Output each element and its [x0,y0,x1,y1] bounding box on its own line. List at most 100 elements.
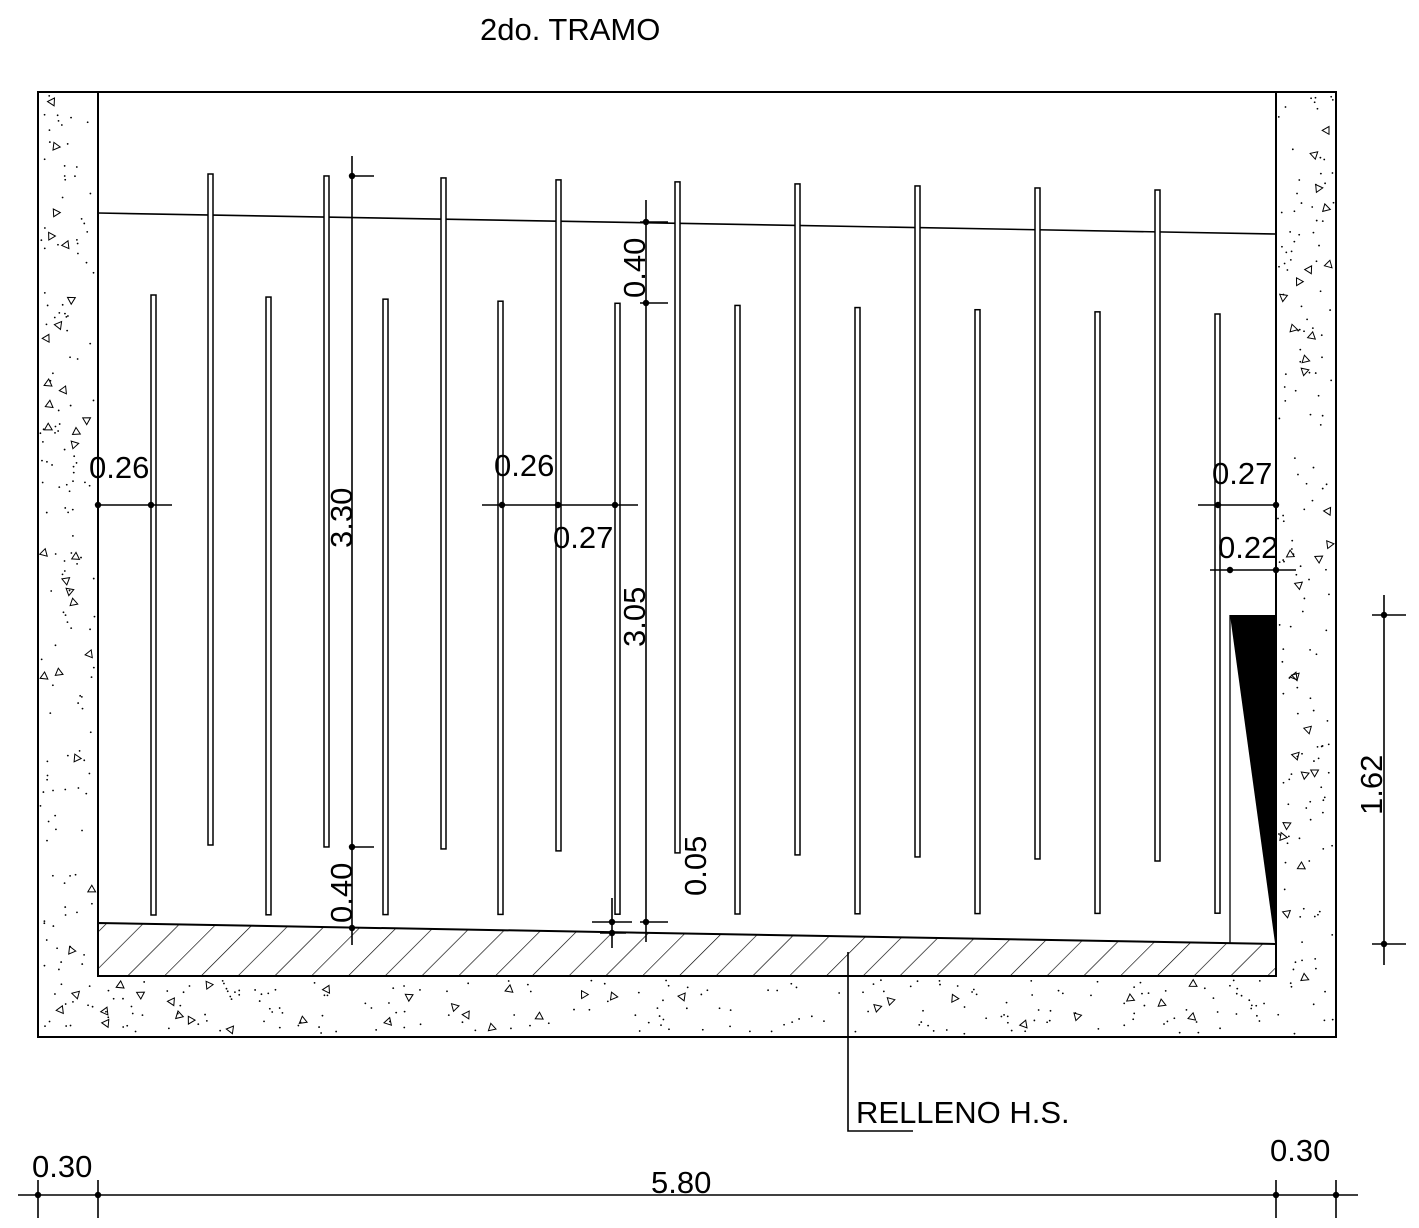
speckle-dot [281,1012,284,1014]
speckle-dot [263,1020,265,1023]
speckle-dot [1203,987,1206,990]
speckle-dot [1293,210,1296,213]
speckle-dot [1229,984,1231,987]
speckle-triangle [43,422,54,431]
dim-top-offset: 0.40 [617,238,652,298]
speckle-triangle [951,993,960,1004]
speckle-triangle [1300,367,1310,377]
speckle-dot [320,1032,323,1034]
speckle-dot [72,480,74,483]
speckle-dot [1320,334,1323,337]
speckle-dot [77,252,79,255]
speckle-dot [1319,290,1322,293]
speckle-dot [1289,231,1292,233]
speckle-dot [45,939,48,941]
speckle-dot [72,1000,74,1003]
speckle-dot [395,1011,398,1014]
speckle-dot [80,556,82,559]
speckle-dot [43,158,46,161]
speckle-dot [40,658,43,661]
speckle-dot [93,615,96,618]
speckle-dot [1315,967,1317,970]
speckle-triangle [1293,581,1304,591]
speckle-dot [141,1014,144,1017]
speckle-dot [1323,1019,1326,1022]
speckle-triangle [174,1010,185,1020]
speckle-dot [1294,961,1297,964]
speckle-dot [74,873,77,876]
speckle-dot [1282,520,1285,523]
speckle-dot [66,754,69,757]
dim-long-slat-height: 3.30 [324,488,359,548]
slat-short [382,298,389,916]
dimension-dot [611,501,619,509]
speckle-triangle [46,97,56,107]
speckle-dot [335,1030,338,1033]
speckle-dot [1123,1002,1126,1005]
dimension-dot [498,501,506,509]
speckle-dot [64,614,67,617]
speckle-triangle [383,1016,393,1026]
speckle-triangle [1018,1019,1028,1029]
speckle-triangle [43,378,53,387]
speckle-triangle [1302,725,1313,735]
speckle-triangle [461,1010,470,1020]
speckle-dot [945,1029,948,1031]
speckle-dot [51,684,54,687]
speckle-triangle [81,417,92,426]
speckle-dot [1235,1013,1238,1015]
speckle-dot [166,990,169,992]
slat-tall [794,183,801,856]
speckle-dot [43,964,46,967]
speckle-triangle [52,141,62,151]
speckle-dot [606,1000,609,1003]
speckle-dot [126,1024,129,1027]
speckle-triangle [1187,1011,1197,1021]
speckle-dot [662,999,664,1002]
speckle-dot [1316,107,1319,110]
dimension-texts: 0.30 5.80 0.30 0.26 0.26 0.27 0.27 0.22 … [32,238,1389,1200]
speckle-dot [507,980,510,982]
speckle-dot [668,1028,670,1031]
speckle-dot [513,1014,516,1016]
speckle-triangle [487,1022,497,1032]
speckle-dot [89,342,92,345]
speckle-dot [922,1009,924,1012]
speckle-dot [1143,1004,1146,1007]
speckle-dot [1284,106,1287,108]
speckle-dot [783,1023,785,1026]
end-wedge [1229,615,1275,943]
speckle-dot [823,1020,825,1023]
speckle-dot [1321,356,1323,359]
speckle-dot [92,577,95,580]
speckle-triangle [404,993,414,1003]
speckle-dot [403,1010,406,1013]
speckle-dot [323,994,326,997]
speckle-dot [63,448,66,451]
speckle-triangle [1306,330,1317,340]
speckle-dot [179,1004,182,1007]
speckle-dot [392,987,395,990]
speckle-triangle [52,208,62,218]
speckle-dot [1147,992,1150,995]
speckle-dot [1301,610,1304,613]
speckle-dot [1046,1021,1049,1024]
speckle-dot [61,573,64,576]
speckle-dot [65,1025,68,1027]
speckle-dot [1057,989,1060,992]
speckle-dot [403,985,405,987]
dim-bottom-offset: 0.40 [324,863,359,923]
speckle-triangle [1073,1012,1083,1022]
speckle-dot [1314,372,1317,374]
speckle-dot [1331,933,1334,936]
speckle-dot [188,985,191,987]
speckle-dot [321,1014,324,1017]
speckle-dot [53,316,56,319]
speckle-dot [1312,466,1315,469]
speckle-triangle [1322,506,1332,517]
dimension-dot [94,501,102,509]
speckle-dot [1285,251,1288,254]
speckle-dot [1197,1031,1200,1034]
speckle-dot [1290,773,1293,775]
